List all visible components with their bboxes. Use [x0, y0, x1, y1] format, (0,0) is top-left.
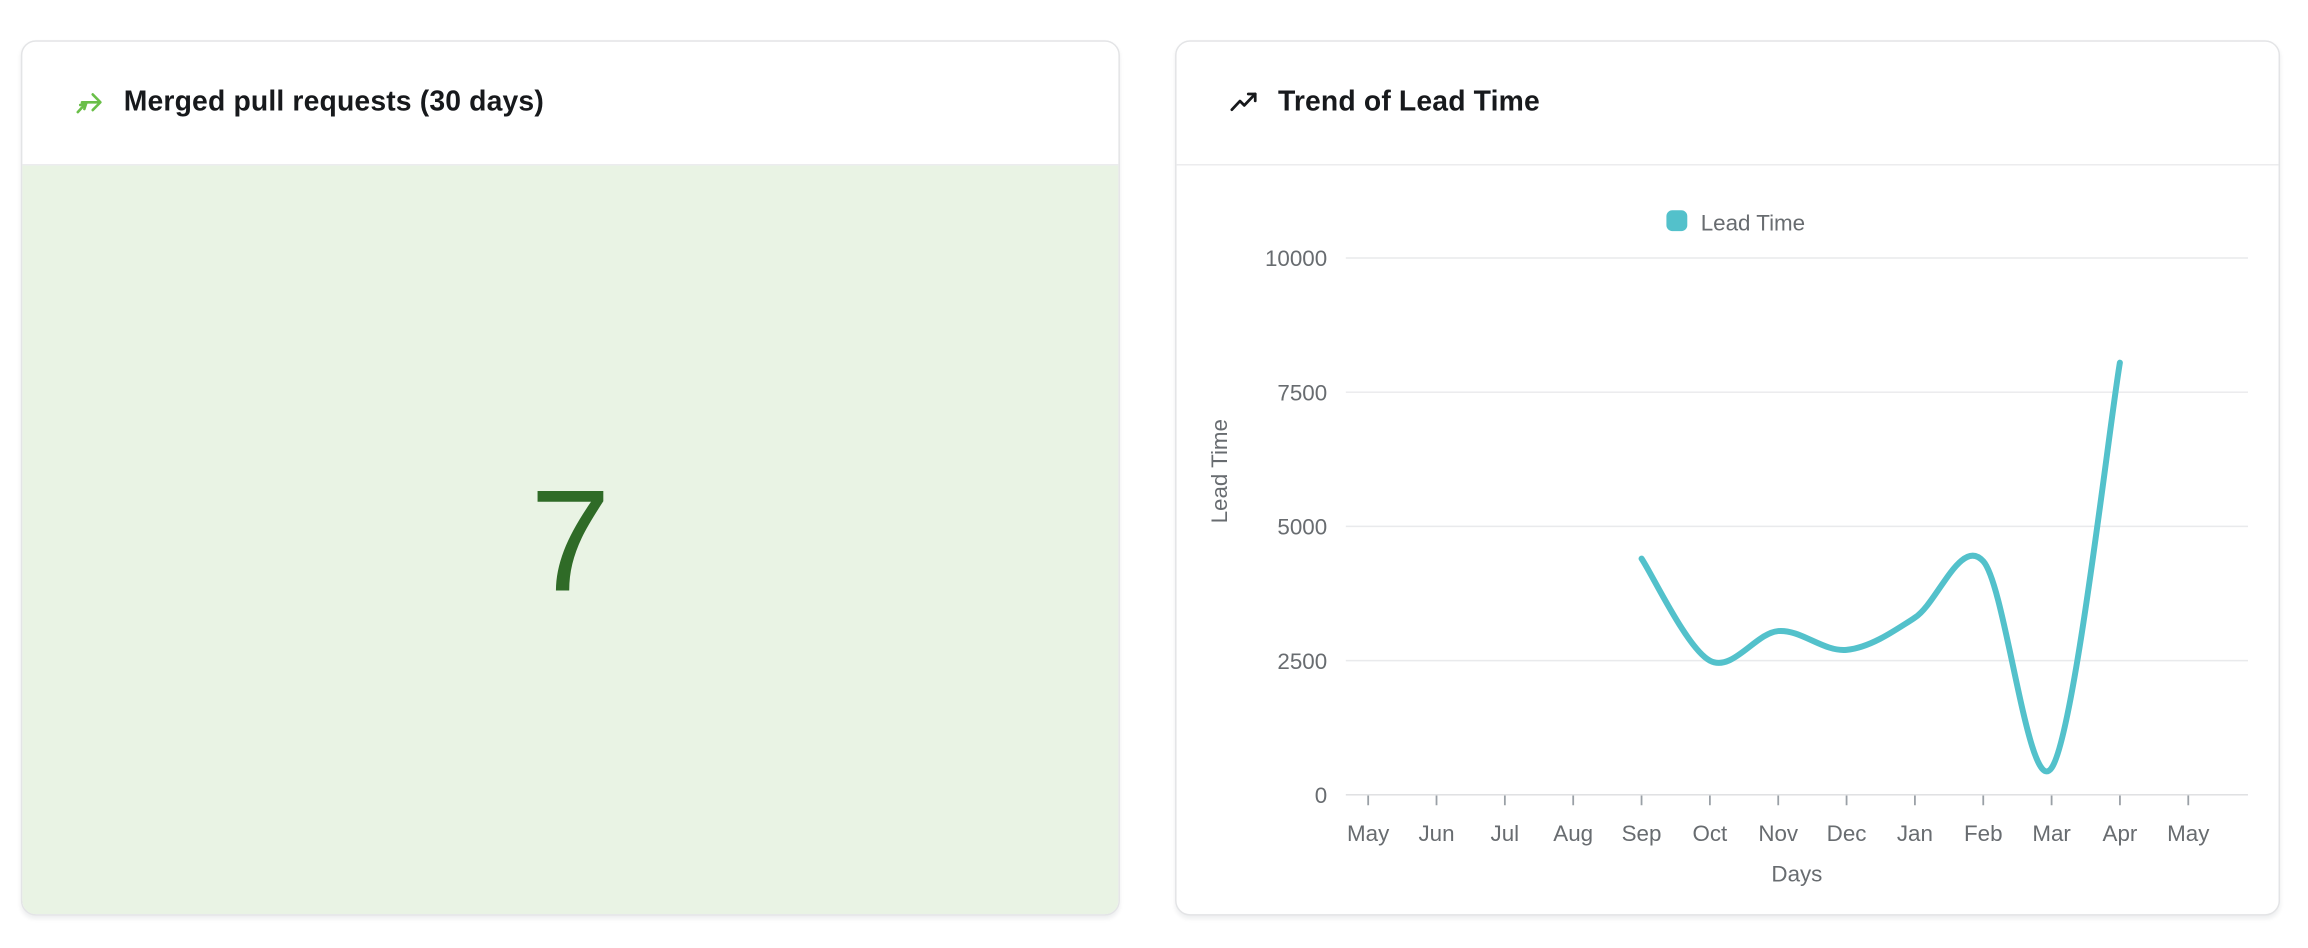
- svg-text:2500: 2500: [1277, 649, 1327, 674]
- svg-text:Nov: Nov: [1758, 821, 1799, 846]
- legend-item-lead-time[interactable]: Lead Time: [1666, 210, 1805, 235]
- lead-time-series-line: [1638, 359, 2123, 775]
- lead-time-card-header: Trend of Lead Time: [1176, 42, 2279, 166]
- svg-text:May: May: [1347, 821, 1390, 846]
- trending-up-icon: [1229, 88, 1259, 118]
- svg-text:Jun: Jun: [1418, 821, 1454, 846]
- merged-pr-card: Merged pull requests (30 days) 7: [20, 40, 1120, 916]
- legend-swatch: [1666, 210, 1688, 232]
- svg-text:0: 0: [1315, 783, 1327, 808]
- svg-text:Aug: Aug: [1553, 821, 1593, 846]
- svg-text:5000: 5000: [1277, 515, 1327, 540]
- svg-text:Mar: Mar: [2032, 821, 2071, 846]
- x-axis-ticks: [1367, 795, 2190, 806]
- lead-time-chart-body: 0 2500 5000 7500 10000 May Jun Jul Aug Sep Oct Nov D…: [1177, 166, 2279, 915]
- svg-text:Jul: Jul: [1491, 821, 1520, 846]
- merged-pr-count: 7: [530, 458, 611, 622]
- svg-text:Jan: Jan: [1897, 821, 1933, 846]
- svg-text:Sep: Sep: [1622, 821, 1662, 846]
- x-axis-labels: May Jun Jul Aug Sep Oct Nov Dec Jan Feb Mar Apr May: [1347, 821, 2210, 846]
- svg-text:May: May: [2167, 821, 2210, 846]
- svg-text:Apr: Apr: [2103, 821, 2138, 846]
- lead-time-chart: 0 2500 5000 7500 10000 May Jun Jul Aug Sep Oct Nov D…: [1207, 210, 2248, 886]
- merge-arrow-icon: [75, 88, 105, 118]
- y-axis-labels: 0 2500 5000 7500 10000: [1265, 246, 1327, 808]
- svg-text:Dec: Dec: [1827, 821, 1867, 846]
- lead-time-card: Trend of Lead Time 0 2500 5000 7500 10000 May…: [1175, 40, 2281, 916]
- merged-pr-card-header: Merged pull requests (30 days): [22, 42, 1119, 166]
- legend-label: Lead Time: [1701, 210, 1805, 235]
- svg-text:Feb: Feb: [1964, 821, 2003, 846]
- merged-pr-card-title: Merged pull requests (30 days): [123, 86, 544, 118]
- svg-text:Oct: Oct: [1692, 821, 1728, 846]
- y-axis-title: Lead Time: [1207, 419, 1232, 523]
- gridlines: [1345, 257, 2248, 796]
- lead-time-card-title: Trend of Lead Time: [1277, 86, 1540, 118]
- x-axis-title: Days: [1771, 861, 1822, 886]
- svg-text:10000: 10000: [1265, 246, 1327, 271]
- svg-text:7500: 7500: [1277, 380, 1327, 405]
- merged-pr-value-panel: 7: [22, 165, 1119, 915]
